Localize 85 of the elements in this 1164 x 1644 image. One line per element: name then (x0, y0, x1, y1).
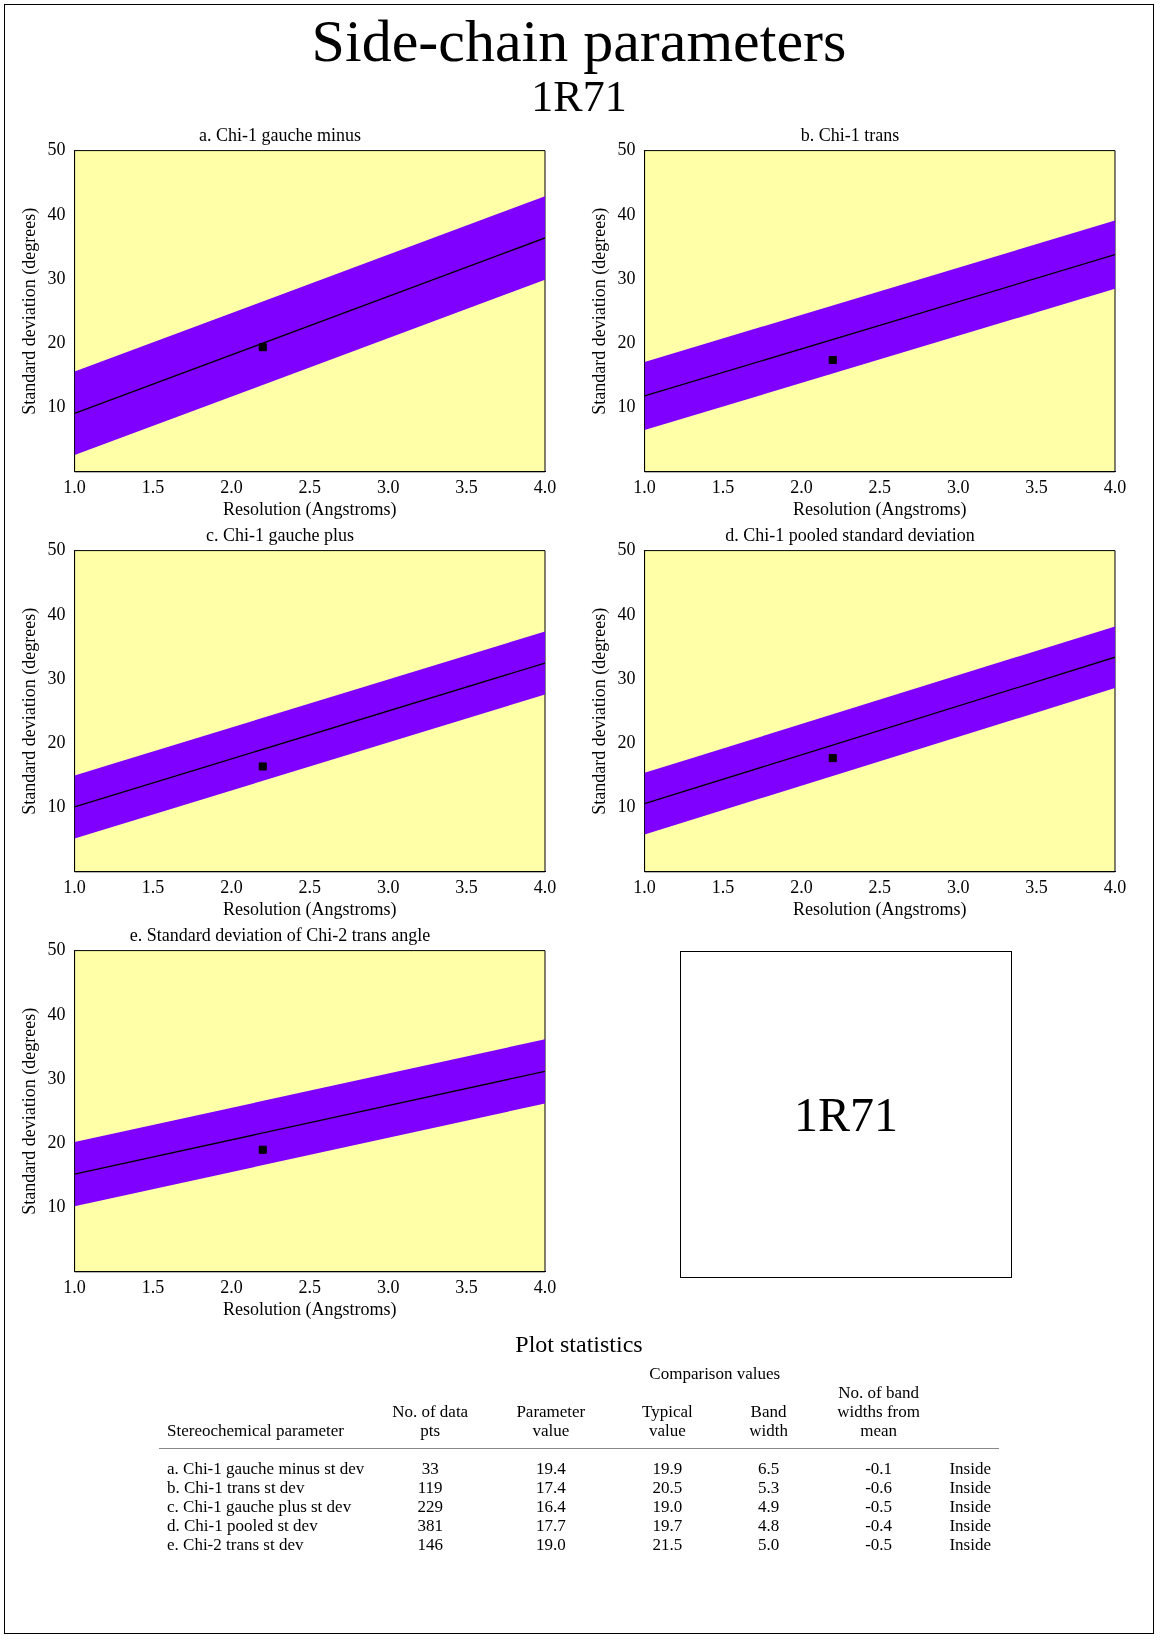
y-tick-label: 50 (617, 539, 636, 560)
y-tick-label: 50 (617, 139, 636, 160)
x-tick-label: 2.0 (790, 477, 813, 498)
chart-title: a. Chi-1 gauche minus (199, 124, 361, 145)
x-tick-label: 2.0 (220, 877, 243, 898)
text: b. Chi-1 trans st dev 119 17.4 20.5 5.3 -0.6 Inside (167, 1478, 991, 1497)
x-tick-label: 3.0 (376, 1277, 400, 1298)
x-tick-label: 3.5 (455, 877, 478, 898)
x-tick-label: 4.0 (1103, 477, 1127, 498)
x-tick-label: 3.0 (376, 477, 400, 498)
x-tick-label: 4.0 (1103, 877, 1127, 898)
x-tick-label: 1.5 (141, 477, 165, 498)
y-tick-label: 20 (47, 332, 66, 353)
x-tick-label: 1.0 (633, 877, 656, 898)
y-tick-label: 10 (47, 396, 66, 417)
text: a. Chi-1 gauche minus st dev 33 19.4 19.9 6.5 -0.1 Inside (167, 1459, 991, 1478)
x-tick-label: 2.5 (298, 1277, 322, 1298)
chart-title: c. Chi-1 gauche plus (206, 524, 354, 545)
x-tick-label: 4.0 (533, 877, 557, 898)
y-tick-label: 10 (47, 796, 66, 817)
x-tick-label: 2.5 (298, 877, 322, 898)
x-axis-title: Resolution (Angstroms) (223, 498, 397, 520)
y-tick-label: 50 (47, 539, 66, 560)
y-tick-label: 30 (47, 667, 66, 688)
x-tick-label: 4.0 (533, 477, 557, 498)
x-tick-label: 1.0 (63, 1277, 86, 1298)
x-tick-label: 1.5 (141, 1277, 165, 1298)
x-tick-label: 1.5 (711, 877, 735, 898)
x-tick-label: 3.5 (1025, 877, 1048, 898)
text: 1R71 (680, 951, 1012, 1278)
chart-title: d. Chi-1 pooled standard deviation (725, 524, 975, 545)
y-axis-title: Standard deviation (degrees) (588, 607, 610, 815)
chart-title: b. Chi-1 trans (800, 124, 900, 145)
text: Comparison values (648, 1364, 782, 1383)
x-tick-label: 2.5 (868, 877, 892, 898)
y-tick-label: 40 (617, 603, 636, 624)
x-tick-label: 3.0 (946, 477, 970, 498)
x-tick-label: 3.5 (455, 477, 478, 498)
x-tick-label: 1.0 (63, 477, 86, 498)
text: Plot statistics (514, 1331, 644, 1358)
y-tick-label: 20 (47, 1132, 66, 1153)
y-tick-label: 20 (617, 332, 636, 353)
x-tick-label: 3.5 (455, 1277, 478, 1298)
x-tick-label: 1.5 (711, 477, 735, 498)
y-tick-label: 30 (47, 267, 66, 288)
x-axis-title: Resolution (Angstroms) (223, 1298, 397, 1320)
y-tick-label: 50 (47, 939, 66, 960)
x-tick-label: 4.0 (533, 1277, 557, 1298)
y-tick-label: 10 (617, 796, 636, 817)
text: d. Chi-1 pooled st dev 381 17.7 19.7 4.8 -0.4 Inside (167, 1516, 991, 1535)
y-tick-label: 20 (47, 732, 66, 753)
x-tick-label: 3.0 (946, 877, 970, 898)
text: e. Chi-2 trans st dev 146 19.0 21.5 5.0 -0.5 Inside (167, 1535, 991, 1554)
x-tick-label: 2.0 (220, 1277, 243, 1298)
x-tick-label: 1.5 (141, 877, 165, 898)
x-tick-label: 1.0 (63, 877, 86, 898)
x-axis-title: Resolution (Angstroms) (223, 898, 397, 920)
y-axis-title: Standard deviation (degrees) (18, 207, 40, 415)
y-tick-label: 40 (617, 203, 636, 224)
text: c. Chi-1 gauche plus st dev 229 16.4 19.0 4.9 -0.5 Inside (167, 1497, 991, 1516)
chart-title: e. Standard deviation of Chi-2 trans angle (129, 924, 431, 945)
y-tick-label: 50 (47, 139, 66, 160)
y-tick-label: 10 (47, 1196, 66, 1217)
y-tick-label: 30 (617, 667, 636, 688)
y-axis-title: Standard deviation (degrees) (588, 207, 610, 415)
y-tick-label: 10 (617, 396, 636, 417)
x-tick-label: 2.5 (868, 477, 892, 498)
y-tick-label: 40 (47, 203, 66, 224)
x-axis-title: Resolution (Angstroms) (793, 498, 967, 520)
x-axis-title: Resolution (Angstroms) (793, 898, 967, 920)
y-tick-label: 30 (617, 267, 636, 288)
x-tick-label: 1.0 (633, 477, 656, 498)
x-tick-label: 3.0 (376, 877, 400, 898)
x-tick-label: 2.0 (790, 877, 813, 898)
y-tick-label: 40 (47, 603, 66, 624)
x-tick-label: 3.5 (1025, 477, 1048, 498)
y-axis-title: Standard deviation (degrees) (18, 1007, 40, 1215)
y-axis-title: Standard deviation (degrees) (18, 607, 40, 815)
y-tick-label: 20 (617, 732, 636, 753)
x-tick-label: 2.5 (298, 477, 322, 498)
text: Side-chain parameters (310, 8, 848, 74)
text: Stereochemical parameter No. of data pts Parameter value Typical value Band width No. of band widths from mean (167, 1383, 920, 1440)
y-tick-label: 30 (47, 1067, 66, 1088)
y-tick-label: 40 (47, 1003, 66, 1024)
x-tick-label: 2.0 (220, 477, 243, 498)
